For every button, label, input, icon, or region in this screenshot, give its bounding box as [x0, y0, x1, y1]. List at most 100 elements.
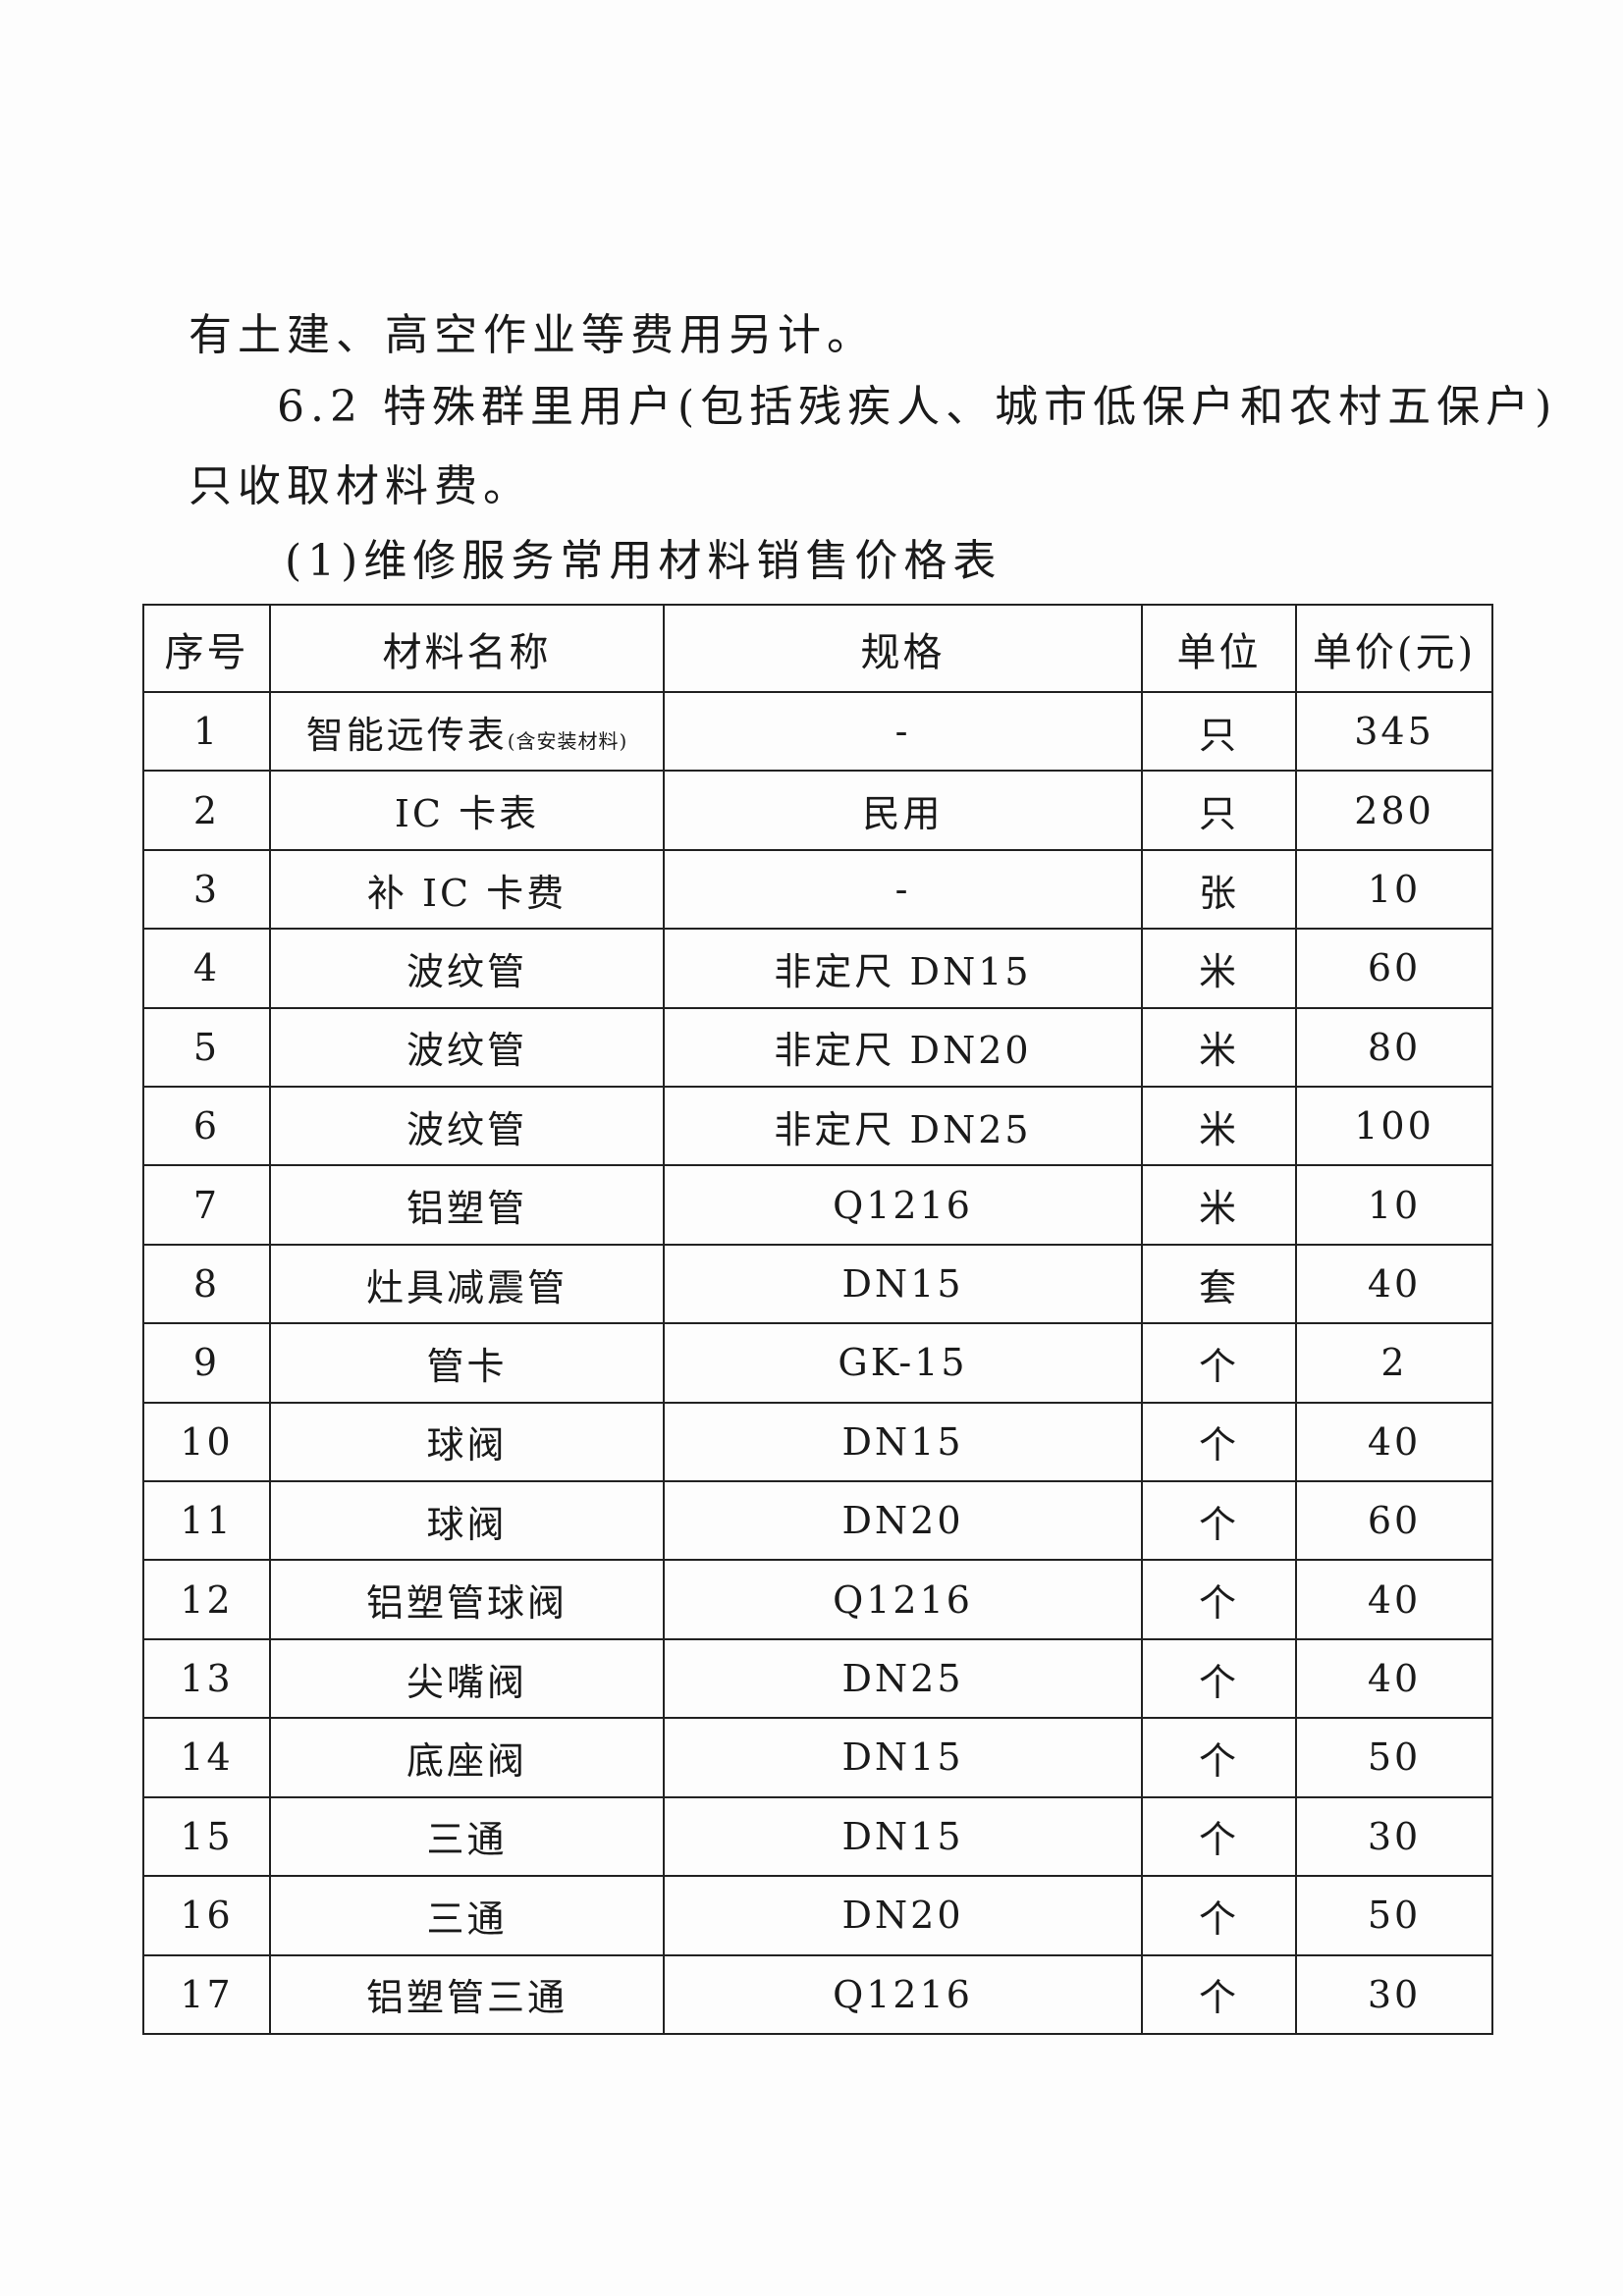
cell-spec: DN15 [663, 1401, 1143, 1483]
cell-name: 球阀 [269, 1480, 665, 1562]
cell-no-text: 13 [180, 1657, 234, 1701]
cell-spec-text: Q1216 [833, 1972, 973, 2016]
cell-unit-text: 套 [1198, 1265, 1239, 1309]
cell-unit-text: 米 [1198, 1029, 1239, 1073]
cell-name: 管卡 [269, 1322, 665, 1404]
cell-unit-text: 个 [1198, 1423, 1239, 1468]
table-row: 15 三通 DN15 个 30 [142, 1795, 1493, 1878]
cell-no: 14 [142, 1717, 271, 1798]
header-unit: 单位 [1141, 604, 1297, 693]
cell-name-text: 灶具减震管 [365, 1265, 568, 1309]
table-row: 3 补 IC 卡费 - 张 10 [142, 848, 1493, 931]
cell-name-text: 波纹管 [406, 1029, 527, 1073]
cell-name: 铝塑管三通 [269, 1953, 665, 2035]
table-row: 5 波纹管 非定尺 DN20 米 80 [142, 1006, 1493, 1089]
cell-no: 12 [142, 1559, 271, 1640]
cell-name-text: 球阀 [426, 1502, 508, 1546]
cell-no: 4 [142, 928, 271, 1009]
cell-name-note: (含安装材料) [507, 728, 628, 753]
cell-no-text: 2 [192, 788, 221, 832]
table-row: 10 球阀 DN15 个 40 [142, 1401, 1493, 1483]
cell-spec-text: DN15 [841, 1262, 964, 1307]
cell-name: 三通 [269, 1875, 665, 1956]
cell-spec-text: DN25 [841, 1657, 964, 1701]
cell-name: 智能远传表(含安装材料) [269, 690, 665, 773]
cell-spec-text: GK-15 [838, 1341, 968, 1385]
table-row: 13 尖嘴阀 DN25 个 40 [142, 1637, 1493, 1720]
cell-spec-text: Q1216 [833, 1183, 973, 1227]
table-row: 4 波纹管 非定尺 DN15 米 60 [142, 928, 1493, 1009]
cell-price: 40 [1295, 1637, 1493, 1720]
cell-name: 尖嘴阀 [269, 1637, 665, 1720]
paragraph-line-1: 有土建、高空作业等费用另计。 [189, 310, 876, 360]
cell-spec-text: Q1216 [833, 1577, 973, 1622]
cell-price: 100 [1295, 1086, 1493, 1167]
cell-no: 11 [142, 1480, 271, 1562]
cell-unit-text: 个 [1198, 1738, 1239, 1783]
cell-price: 50 [1295, 1717, 1493, 1798]
cell-price-text: 50 [1367, 1735, 1422, 1780]
cell-name-text: 波纹管 [406, 1107, 527, 1151]
cell-no: 16 [142, 1875, 271, 1956]
cell-price: 80 [1295, 1006, 1493, 1089]
cell-unit: 米 [1141, 1164, 1297, 1246]
cell-price: 40 [1295, 1243, 1493, 1325]
cell-spec-text: DN15 [841, 1735, 964, 1780]
cell-unit-text: 个 [1198, 1818, 1239, 1862]
cell-spec: 非定尺 DN25 [663, 1086, 1143, 1167]
cell-unit: 个 [1141, 1717, 1297, 1798]
cell-spec: DN20 [663, 1480, 1143, 1562]
cell-price-text: 60 [1367, 1499, 1422, 1543]
table-row: 9 管卡 GK-15 个 2 [142, 1322, 1493, 1404]
cell-unit: 个 [1141, 1795, 1297, 1878]
cell-no-text: 4 [192, 946, 221, 990]
cell-unit-text: 个 [1198, 1896, 1239, 1941]
cell-unit: 套 [1141, 1243, 1297, 1325]
cell-spec: DN15 [663, 1243, 1143, 1325]
cell-spec: 非定尺 DN20 [663, 1006, 1143, 1089]
header-no: 序号 [142, 604, 271, 693]
cell-price: 50 [1295, 1875, 1493, 1956]
cell-spec: DN20 [663, 1875, 1143, 1956]
cell-no-text: 10 [180, 1419, 234, 1464]
cell-spec: 非定尺 DN15 [663, 928, 1143, 1009]
cell-name-text: 铝塑管 [406, 1187, 527, 1231]
cell-name: 灶具减震管 [269, 1243, 665, 1325]
paragraph-line-2: 6.2 特殊群里用户(包括残疾人、城市低保户和农村五保户) [277, 382, 1558, 432]
cell-price-text: 10 [1367, 1183, 1422, 1227]
cell-no-text: 14 [180, 1735, 234, 1780]
cell-no-text: 5 [192, 1025, 221, 1069]
cell-spec: Q1216 [663, 1164, 1143, 1246]
cell-no-text: 9 [192, 1341, 221, 1385]
cell-price: 280 [1295, 770, 1493, 851]
cell-name-text: 球阀 [426, 1423, 508, 1468]
cell-unit: 张 [1141, 848, 1297, 931]
cell-no-text: 1 [192, 710, 221, 754]
cell-unit-text: 个 [1198, 1502, 1239, 1546]
cell-price: 2 [1295, 1322, 1493, 1404]
cell-unit: 个 [1141, 1875, 1297, 1956]
cell-price: 10 [1295, 848, 1493, 931]
cell-name-text: 三通 [426, 1818, 508, 1862]
cell-no-text: 11 [180, 1499, 234, 1543]
cell-name: 三通 [269, 1795, 665, 1878]
cell-no-text: 15 [180, 1814, 234, 1858]
table-row: 7 铝塑管 Q1216 米 10 [142, 1164, 1493, 1246]
cell-unit: 个 [1141, 1401, 1297, 1483]
cell-spec: - [663, 848, 1143, 931]
cell-spec: - [663, 690, 1143, 773]
cell-spec: DN15 [663, 1717, 1143, 1798]
table-header-row: 序号 材料名称 规格 单位 单价(元) [142, 604, 1493, 693]
cell-price-text: 30 [1367, 1814, 1422, 1858]
cell-name-text: 三通 [426, 1896, 508, 1941]
cell-spec-text: 非定尺 DN15 [774, 949, 1032, 993]
table-row: 6 波纹管 非定尺 DN25 米 100 [142, 1086, 1493, 1167]
cell-name: 波纹管 [269, 1006, 665, 1089]
cell-spec: DN15 [663, 1795, 1143, 1878]
cell-no: 15 [142, 1795, 271, 1878]
cell-unit: 个 [1141, 1480, 1297, 1562]
cell-spec: Q1216 [663, 1559, 1143, 1640]
cell-price: 60 [1295, 1480, 1493, 1562]
cell-name: 波纹管 [269, 928, 665, 1009]
cell-unit-text: 个 [1198, 1976, 1239, 2020]
